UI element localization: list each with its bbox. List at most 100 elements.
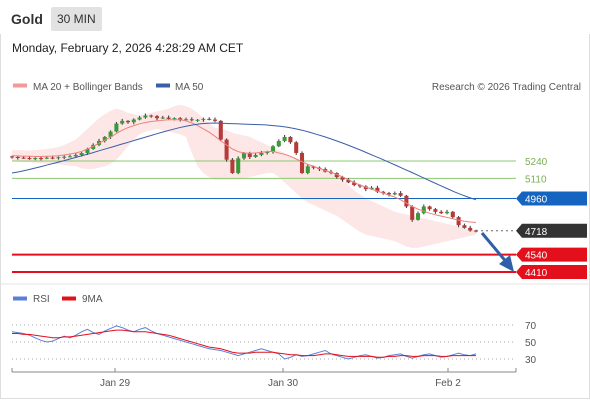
last-tag-text-4718: 4718 bbox=[525, 227, 548, 238]
candle-body bbox=[178, 118, 183, 120]
rsi-legend-swatch bbox=[13, 296, 27, 301]
candle-body bbox=[224, 139, 229, 160]
candle-body bbox=[137, 117, 142, 120]
candle-body bbox=[9, 156, 15, 158]
pivot-tag-text-4960: 4960 bbox=[525, 194, 548, 205]
candle-body bbox=[357, 185, 363, 187]
candle-body bbox=[241, 152, 247, 159]
resistance-label-5240: 5240 bbox=[525, 157, 548, 168]
candle-body bbox=[410, 206, 415, 220]
x-tick-label: Jan 29 bbox=[100, 378, 130, 389]
support-tag-4540 bbox=[516, 247, 587, 262]
last-tag-4718 bbox=[516, 223, 587, 238]
rsi-legend-label: RSI bbox=[33, 294, 50, 305]
candle-body bbox=[462, 225, 467, 228]
candle-body bbox=[352, 182, 357, 186]
x-tick-label: Feb 2 bbox=[435, 378, 461, 389]
candle-body bbox=[125, 120, 131, 123]
candle-body bbox=[444, 211, 450, 214]
candle-body bbox=[386, 193, 392, 195]
candle-body bbox=[44, 157, 49, 159]
candle-body bbox=[259, 152, 264, 155]
candle-body bbox=[143, 115, 148, 118]
candle-body bbox=[404, 195, 409, 207]
bollinger-legend-swatch bbox=[13, 83, 27, 88]
rsi-ma-legend-label: 9MA bbox=[82, 294, 103, 305]
candle-body bbox=[166, 117, 171, 119]
bollinger-band bbox=[12, 104, 476, 248]
candle-body bbox=[427, 206, 432, 210]
candle-body bbox=[56, 157, 61, 159]
candle-body bbox=[120, 120, 125, 124]
rsi-tick-70: 70 bbox=[525, 321, 537, 332]
resistance-label-5110: 5110 bbox=[525, 174, 547, 185]
rsi-tick-50: 50 bbox=[525, 338, 537, 349]
candle-body bbox=[456, 217, 461, 226]
ma50-legend-swatch bbox=[156, 83, 170, 88]
candle-body bbox=[450, 211, 455, 218]
instrument-title: Gold bbox=[11, 11, 43, 27]
candle-body bbox=[398, 193, 403, 196]
candle-body bbox=[369, 187, 374, 190]
candle-body bbox=[67, 156, 73, 158]
candle-body bbox=[15, 156, 20, 158]
candle-body bbox=[236, 158, 241, 174]
candle-body bbox=[27, 158, 32, 160]
candle-body bbox=[294, 142, 299, 153]
candle-body bbox=[299, 152, 305, 174]
rsi-ma-line bbox=[12, 329, 476, 358]
candle-body bbox=[212, 119, 218, 121]
ma50-legend-label: MA 50 bbox=[175, 82, 204, 93]
chart-header: Gold 30 MIN bbox=[0, 0, 590, 36]
candle-body bbox=[276, 140, 281, 147]
candle-body bbox=[270, 146, 276, 152]
candle-body bbox=[21, 157, 26, 159]
support-tag-4410 bbox=[516, 265, 587, 279]
candle-body bbox=[91, 144, 96, 149]
candle-body bbox=[253, 154, 258, 157]
candle-body bbox=[102, 136, 107, 141]
candle-body bbox=[415, 213, 421, 220]
candle-body bbox=[183, 119, 189, 121]
candle-body bbox=[230, 159, 235, 174]
rsi-tick-30: 30 bbox=[525, 355, 537, 366]
copyright-text: Research © 2026 Trading Central bbox=[432, 82, 581, 93]
candle-body bbox=[207, 118, 212, 120]
candle-body bbox=[381, 191, 386, 194]
forecast-arrow-shaft bbox=[480, 232, 510, 265]
interval-button[interactable]: 30 MIN bbox=[51, 7, 102, 31]
candle-body bbox=[392, 193, 397, 195]
forecast-arrow bbox=[480, 232, 514, 272]
candle-body bbox=[201, 118, 206, 120]
candle-body bbox=[282, 136, 287, 141]
x-tick-label: Jan 30 bbox=[268, 378, 298, 389]
candle-body bbox=[114, 123, 119, 132]
candle-body bbox=[195, 119, 200, 121]
pivot-tag-4960 bbox=[516, 191, 587, 206]
candle-body bbox=[473, 230, 479, 232]
bollinger-band-area bbox=[12, 104, 476, 248]
candle-body bbox=[247, 152, 252, 157]
forecast-arrow-head bbox=[499, 255, 514, 272]
candle-body bbox=[265, 151, 270, 153]
candle-body bbox=[218, 120, 223, 140]
candle-body bbox=[189, 119, 194, 121]
candlestick-series bbox=[9, 113, 479, 233]
rsi-ma-legend-swatch bbox=[62, 296, 76, 301]
x-axis: Jan 29 Jan 30 Feb 2 bbox=[11, 368, 517, 389]
candle-body bbox=[149, 115, 154, 117]
ma20-line bbox=[11, 119, 477, 223]
candle-body bbox=[421, 206, 426, 214]
candle-body bbox=[154, 116, 160, 119]
candle-body bbox=[433, 209, 438, 212]
candle-body bbox=[346, 179, 351, 183]
rsi-line bbox=[11, 325, 477, 360]
bollinger-legend-label: MA 20 + Bollinger Bands bbox=[33, 82, 143, 93]
candle-body bbox=[62, 156, 67, 158]
candle-body bbox=[38, 158, 44, 160]
candle-body bbox=[85, 148, 90, 153]
candle-body bbox=[172, 118, 177, 120]
support-tag-text-4410: 4410 bbox=[525, 268, 548, 279]
candle-body bbox=[311, 166, 316, 168]
